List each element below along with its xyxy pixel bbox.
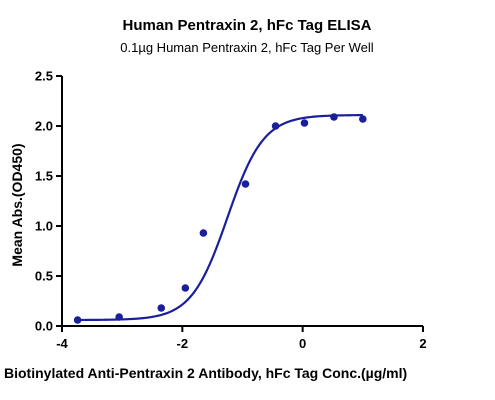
data-point bbox=[115, 313, 123, 321]
data-point bbox=[330, 113, 338, 121]
y-tick-label: 1.5 bbox=[35, 169, 53, 184]
chart-subtitle: 0.1µg Human Pentraxin 2, hFc Tag Per Wel… bbox=[120, 40, 374, 55]
chart-title: Human Pentraxin 2, hFc Tag ELISA bbox=[123, 17, 372, 34]
fit-curve bbox=[77, 114, 363, 322]
x-tick-label: -4 bbox=[56, 336, 68, 351]
x-tick-label: 2 bbox=[419, 336, 426, 351]
data-points bbox=[73, 113, 367, 324]
data-point bbox=[157, 304, 166, 312]
data-point bbox=[271, 122, 280, 130]
y-tick-label: 0.5 bbox=[35, 269, 53, 284]
x-axis-ticks: -4 -2 0 2 bbox=[56, 326, 427, 351]
y-tick-label: 1.0 bbox=[35, 219, 53, 234]
x-tick-label: 0 bbox=[299, 336, 306, 351]
data-point bbox=[73, 316, 82, 324]
x-axis-label: Biotinylated Anti-Pentraxin 2 Antibody, … bbox=[4, 365, 407, 381]
y-tick-label: 2.5 bbox=[35, 69, 53, 84]
data-point bbox=[359, 115, 367, 123]
y-axis-label: Mean Abs.(OD450) bbox=[9, 143, 25, 266]
x-tick-label: -2 bbox=[177, 336, 189, 351]
data-point bbox=[300, 119, 309, 127]
data-point bbox=[181, 284, 190, 292]
data-point bbox=[199, 229, 208, 237]
y-tick-label: 2.0 bbox=[35, 119, 53, 134]
y-tick-label: 0.0 bbox=[35, 319, 53, 334]
axes bbox=[61, 76, 423, 327]
y-axis-ticks: 0.0 0.5 1.0 1.5 2.0 2.5 bbox=[35, 69, 62, 334]
data-point bbox=[241, 180, 250, 188]
